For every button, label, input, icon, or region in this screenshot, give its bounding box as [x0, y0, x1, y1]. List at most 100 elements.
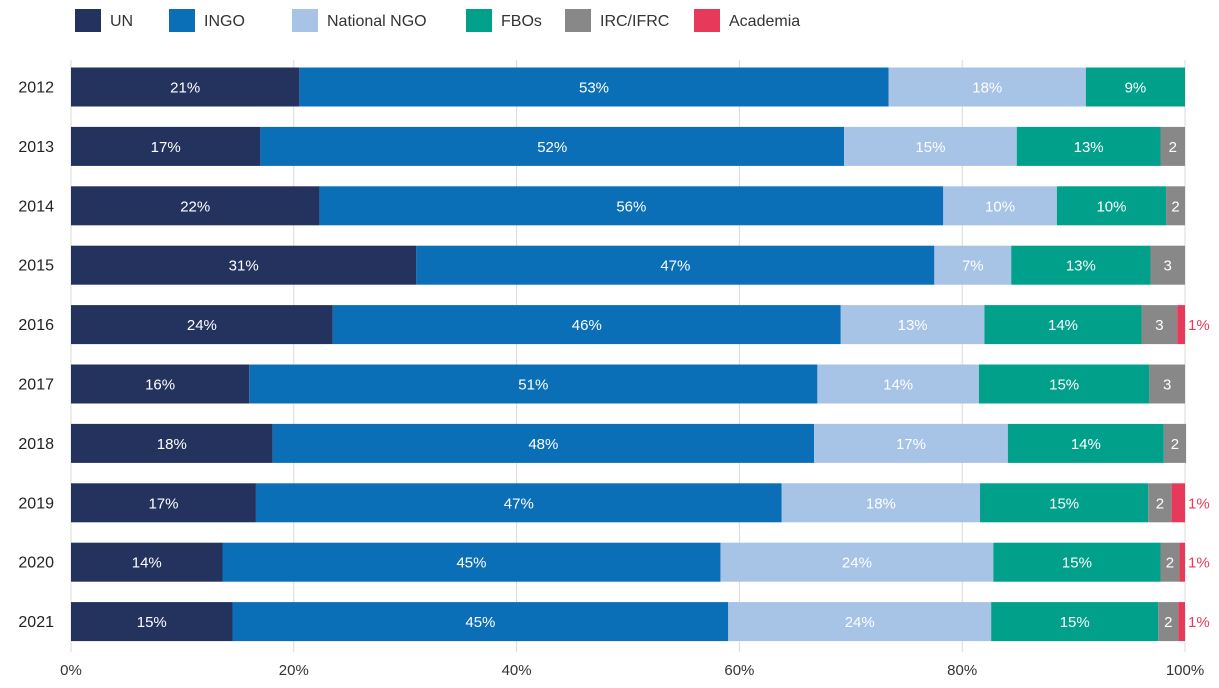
- data-label-irc-ifrc: 3: [1155, 317, 1163, 334]
- bar-segment-fbos: [991, 602, 1159, 642]
- x-tick-label: 0%: [60, 662, 82, 679]
- bar-segment-ingo: [260, 126, 845, 166]
- bar-segment-un: [71, 305, 333, 345]
- data-label-un: 22%: [180, 198, 210, 215]
- bar-segment-irc-ifrc: [1150, 245, 1185, 285]
- x-tick-label: 20%: [279, 662, 309, 679]
- data-label-national-ngo: 7%: [962, 258, 984, 275]
- data-label-irc-ifrc: 2: [1164, 614, 1172, 631]
- legend-item-un: UN: [75, 9, 133, 32]
- bar-segment-national-ngo: [720, 542, 994, 582]
- data-label-national-ngo: 15%: [915, 139, 945, 156]
- bar-segment-ingo: [255, 483, 782, 523]
- data-label-ingo: 51%: [518, 377, 548, 394]
- legend-label: INGO: [204, 13, 245, 30]
- bar-row-2012: 2012 21% 53% 18% 9%: [18, 67, 1185, 107]
- bar-segment-academia: [1178, 602, 1185, 642]
- data-label-ingo: 48%: [528, 436, 558, 453]
- legend-swatch: [694, 9, 720, 32]
- bar-row-2016: 2016 24% 46% 13% 14% 3 1%: [18, 305, 1210, 345]
- legend-label: UN: [110, 13, 133, 30]
- bar-row-2018: 2018 18% 48% 17% 14% 2: [18, 423, 1187, 463]
- bar-segment-un: [71, 67, 300, 107]
- category-label: 2017: [18, 377, 54, 394]
- data-label-national-ngo: 14%: [883, 377, 913, 394]
- legend-label: IRC/IFRC: [600, 13, 669, 30]
- bar-segment-un: [71, 364, 250, 404]
- bar-segment-academia: [1179, 542, 1185, 582]
- data-label-academia: 1%: [1188, 614, 1210, 631]
- bar-segment-un: [71, 542, 223, 582]
- data-label-national-ngo: 18%: [972, 80, 1002, 97]
- bar-segment-ingo: [416, 245, 935, 285]
- data-label-fbos: 14%: [1071, 436, 1101, 453]
- bar-row-2019: 2019 17% 47% 18% 15% 2 1%: [18, 483, 1210, 523]
- data-label-un: 17%: [148, 495, 178, 512]
- category-label: 2020: [18, 555, 54, 572]
- legend: UN INGO National NGO FBOs IRC/IFRC Academia: [75, 9, 800, 32]
- bar-segment-fbos: [1011, 245, 1151, 285]
- bar-segment-irc-ifrc: [1148, 483, 1172, 523]
- data-label-un: 16%: [145, 377, 175, 394]
- bar-segment-fbos: [1007, 423, 1164, 463]
- data-label-ingo: 47%: [660, 258, 690, 275]
- bar-row-2021: 2021 15% 45% 24% 15% 2 1%: [18, 602, 1210, 642]
- bar-segment-national-ngo: [814, 423, 1008, 463]
- bar-segment-irc-ifrc: [1141, 305, 1178, 345]
- data-label-fbos: 9%: [1125, 80, 1147, 97]
- data-label-fbos: 10%: [1096, 198, 1126, 215]
- data-label-ingo: 47%: [504, 495, 534, 512]
- bar-segment-national-ngo: [728, 602, 992, 642]
- data-label-un: 21%: [170, 80, 200, 97]
- bar-segment-un: [71, 483, 256, 523]
- legend-item-irc-ifrc: IRC/IFRC: [565, 9, 669, 32]
- data-label-ingo: 46%: [572, 317, 602, 334]
- data-label-irc-ifrc: 2: [1171, 436, 1179, 453]
- bar-segment-national-ngo: [817, 364, 979, 404]
- data-label-fbos: 15%: [1049, 495, 1079, 512]
- legend-swatch: [169, 9, 195, 32]
- data-label-ingo: 52%: [537, 139, 567, 156]
- bar-row-2015: 2015 31% 47% 7% 13% 3: [18, 245, 1185, 285]
- bar-segment-national-ngo: [934, 245, 1012, 285]
- bar-segment-irc-ifrc: [1166, 186, 1185, 226]
- bar-segment-national-ngo: [844, 126, 1017, 166]
- bar-segment-un: [71, 602, 233, 642]
- bar-segment-irc-ifrc: [1160, 542, 1180, 582]
- bar-row-2013: 2013 17% 52% 15% 13% 2: [18, 126, 1185, 166]
- category-label: 2016: [18, 317, 54, 334]
- bar-row-2017: 2017 16% 51% 14% 15% 3: [18, 364, 1185, 404]
- bar-segment-un: [71, 423, 273, 463]
- bar-segment-un: [71, 186, 320, 226]
- legend-swatch: [75, 9, 101, 32]
- legend-item-ingo: INGO: [169, 9, 245, 32]
- bar-segment-national-ngo: [943, 186, 1057, 226]
- x-tick-label: 40%: [502, 662, 532, 679]
- legend-swatch: [466, 9, 492, 32]
- bar-segment-ingo: [319, 186, 944, 226]
- bar-segment-ingo: [232, 602, 729, 642]
- data-label-irc-ifrc: 2: [1169, 139, 1177, 156]
- bar-segment-fbos: [978, 364, 1150, 404]
- category-label: 2013: [18, 139, 54, 156]
- data-label-national-ngo: 24%: [845, 614, 875, 631]
- bar-row-2020: 2020 14% 45% 24% 15% 2 1%: [18, 542, 1210, 582]
- bar-segment-un: [71, 126, 261, 166]
- bar-segment-national-ngo: [888, 67, 1086, 107]
- x-tick-label: 100%: [1166, 662, 1204, 679]
- data-label-ingo: 45%: [465, 614, 495, 631]
- data-label-ingo: 45%: [456, 555, 486, 572]
- bar-segment-irc-ifrc: [1160, 126, 1185, 166]
- bar-segment-ingo: [222, 542, 721, 582]
- data-label-fbos: 13%: [1074, 139, 1104, 156]
- data-label-irc-ifrc: 2: [1171, 198, 1179, 215]
- data-label-national-ngo: 18%: [866, 495, 896, 512]
- data-label-irc-ifrc: 2: [1156, 495, 1164, 512]
- data-label-un: 14%: [132, 555, 162, 572]
- data-label-national-ngo: 10%: [985, 198, 1015, 215]
- legend-label: Academia: [729, 13, 800, 30]
- data-label-ingo: 53%: [579, 80, 609, 97]
- data-label-fbos: 15%: [1062, 555, 1092, 572]
